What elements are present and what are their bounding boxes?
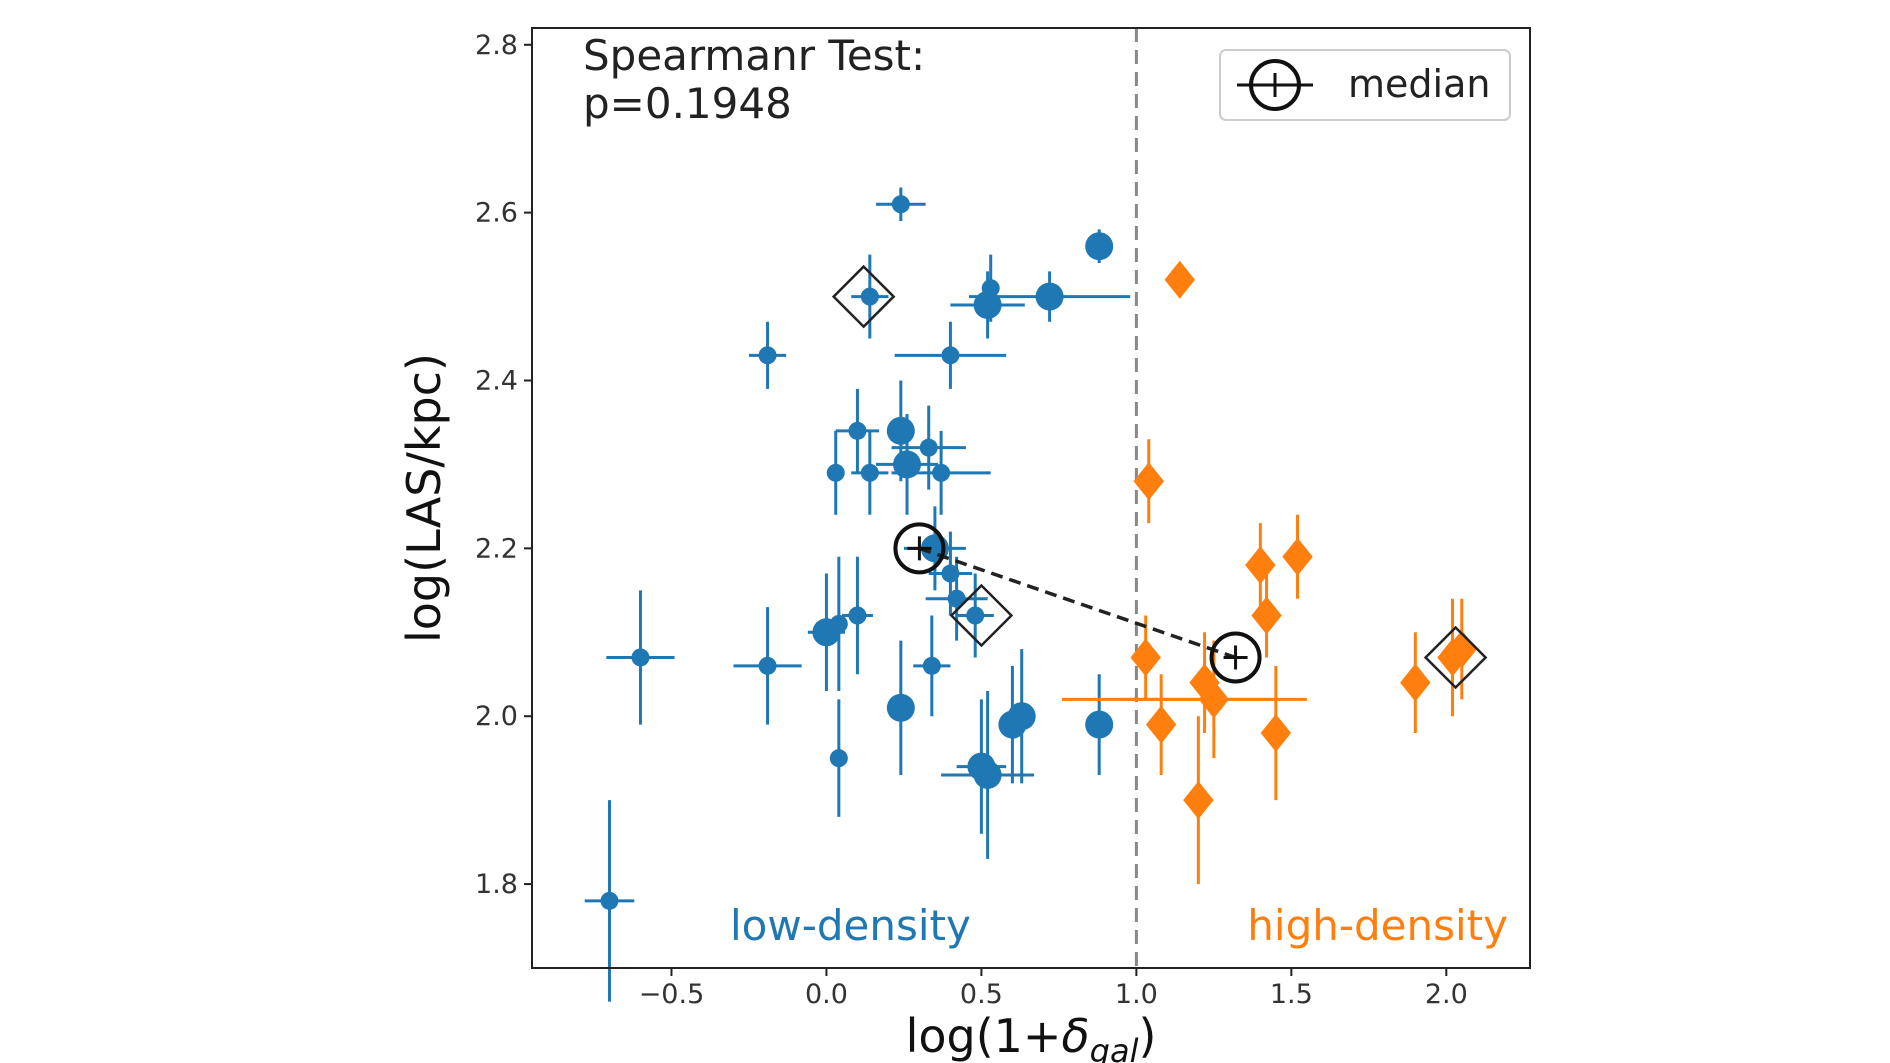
x-axis-label-delta: δ (1061, 1009, 1089, 1063)
data-point-low-density (886, 693, 915, 722)
data-point-high-density (1437, 638, 1468, 677)
y-tick-label: 2.0 (475, 701, 518, 732)
data-point-high-density (1145, 705, 1177, 744)
data-point-low-density (600, 891, 619, 910)
legend-label: median (1348, 62, 1490, 106)
y-tick-label: 2.8 (475, 30, 518, 61)
data-point-low-density (860, 463, 879, 482)
x-tick-label: 2.0 (1425, 979, 1468, 1010)
data-point-low-density (981, 279, 1000, 298)
median-marker-ring (893, 522, 946, 575)
data-point-high-density (1164, 260, 1195, 299)
data-point-high-density (1189, 663, 1220, 702)
data-point-low-density (860, 287, 879, 306)
data-point-low-density (973, 290, 1002, 319)
x-axis-label: log(1+δgal) (906, 1009, 1157, 1063)
data-point-low-density (848, 421, 867, 440)
data-point-low-density (966, 606, 985, 625)
data-point-low-density (631, 648, 650, 667)
x-tick-label: 1.5 (1270, 979, 1313, 1010)
data-point-high-density (1251, 596, 1282, 635)
spearman-annotation-title: Spearmanr Test: (583, 31, 925, 80)
data-point-low-density (891, 195, 910, 214)
x-axis-label-close: ) (1138, 1009, 1156, 1063)
x-tick-label: 1.0 (1115, 979, 1158, 1010)
x-tick-label: 0.5 (960, 979, 1003, 1010)
data-point-low-density (932, 463, 951, 482)
data-point-high-density (1133, 462, 1164, 501)
median-marker-ring (1209, 631, 1262, 684)
spearman-annotation-pvalue: p=0.1948 (583, 79, 792, 128)
highlight-diamond-marker (831, 264, 896, 329)
data-point-high-density (1130, 638, 1161, 677)
high-density-label: high-density (1247, 901, 1508, 950)
data-point-low-density (1085, 710, 1114, 739)
legend-median-marker-icon (1237, 59, 1313, 111)
data-point-high-density (1183, 781, 1214, 820)
highlight-diamond-marker (1423, 625, 1488, 690)
y-tick-label: 2.2 (475, 533, 518, 564)
data-point-high-density (1198, 680, 1230, 719)
axes-layer: −0.5 0.0 0.5 1.0 1.5 2.0 1.8 2.0 2.2 2.4 2.6 2.8 (475, 30, 1468, 1010)
legend: median (1219, 49, 1511, 121)
data-point-high-density (1400, 663, 1431, 702)
x-axis-label-main: log(1+ (906, 1009, 1062, 1063)
low-density-label: low-density (730, 901, 971, 950)
x-tick-label: 0.0 (805, 979, 848, 1010)
data-point-low-density (848, 606, 867, 625)
data-point-low-density (941, 564, 960, 583)
highlight-diamond-marker (949, 583, 1014, 648)
data-point-low-density (922, 656, 941, 675)
data-point-low-density (826, 463, 845, 482)
data-point-low-density (758, 346, 777, 365)
y-tick-label: 2.4 (475, 366, 518, 397)
x-tick-label: −0.5 (639, 979, 705, 1010)
plot-frame (531, 27, 1531, 969)
y-tick-label: 2.6 (475, 198, 518, 229)
data-point-low-density (758, 656, 777, 675)
data-point-low-density (947, 589, 966, 608)
x-axis-label-sub: gal (1090, 1032, 1139, 1063)
y-axis-label: log(LAS/kpc) (397, 353, 451, 643)
data-point-low-density (973, 760, 1002, 789)
data-point-low-density (829, 614, 848, 633)
data-point-high-density (1282, 537, 1313, 576)
data-point-low-density (919, 438, 938, 457)
data-point-high-density (1245, 546, 1276, 585)
data-point-low-density (1035, 282, 1064, 311)
data-point-low-density (886, 416, 915, 445)
data-point-high-density (1260, 714, 1292, 752)
y-tick-label: 1.8 (475, 869, 518, 900)
data-point-low-density (893, 450, 922, 479)
data-point-low-density (829, 749, 848, 768)
data-point-low-density (1085, 232, 1114, 261)
data-point-low-density (1007, 702, 1036, 731)
data-point-low-density (941, 346, 960, 365)
